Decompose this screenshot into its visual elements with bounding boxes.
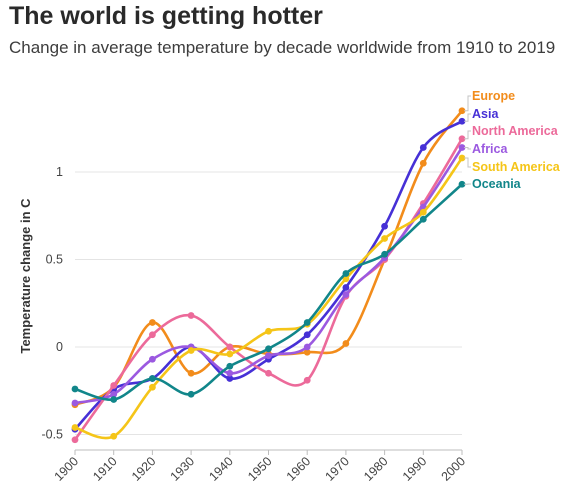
x-tick-label: 1900 (52, 454, 82, 484)
data-point (458, 107, 466, 115)
data-point (110, 432, 118, 440)
data-point (71, 424, 79, 431)
x-tick-label: 1940 (206, 454, 236, 484)
legend: Europe Asia North America Africa South Ameri… (464, 89, 561, 191)
x-tick-label: 1950 (245, 454, 275, 484)
data-point (265, 345, 272, 353)
data-point (342, 270, 350, 277)
series-line-oceania (73, 182, 464, 401)
x-tick-label: 1930 (168, 454, 198, 484)
chart-subtitle: Change in average temperature by decade … (9, 38, 556, 57)
legend-connector (464, 157, 471, 168)
data-point (187, 390, 195, 398)
data-point (149, 331, 156, 339)
data-point (342, 284, 350, 291)
data-point (419, 159, 427, 167)
data-point (342, 340, 350, 347)
x-tick-label: 1920 (129, 454, 159, 484)
data-point (381, 222, 388, 230)
x-tick-label: 1970 (322, 454, 352, 484)
data-point (71, 436, 79, 444)
legend-label-north-america: North America (472, 124, 559, 138)
series-oceania (71, 180, 466, 403)
y-tick-label: 1 (56, 165, 63, 179)
data-point (226, 362, 234, 370)
series-line-asia (73, 119, 464, 431)
x-tick-label: 1990 (400, 454, 430, 484)
series-africa (71, 144, 466, 407)
data-point (226, 343, 234, 351)
data-point (187, 312, 195, 319)
y-tick-label: -0.5 (41, 428, 63, 442)
x-tick-label: 1960 (284, 454, 314, 484)
data-point (149, 375, 156, 382)
data-point (303, 348, 311, 356)
data-point (303, 376, 311, 384)
series-south-america (71, 154, 466, 440)
data-point (149, 383, 156, 391)
y-tick-label: 0.5 (46, 253, 63, 267)
series-line-south-america (73, 156, 464, 440)
data-point (149, 355, 156, 363)
legend-label-europe: Europe (472, 89, 515, 103)
data-point (303, 331, 311, 339)
series-asia (71, 117, 466, 433)
data-point (226, 369, 234, 377)
legend-label-oceania: Oceania (472, 177, 522, 191)
data-point (71, 399, 79, 407)
data-point (458, 154, 466, 162)
data-point (458, 117, 466, 125)
data-point (226, 375, 234, 382)
data-point (110, 382, 118, 389)
data-point (458, 144, 466, 151)
y-tick-label: 0 (56, 340, 63, 354)
data-point (381, 250, 388, 258)
y-axis-label: Temperature change in C (18, 198, 33, 354)
x-tick-label: 1910 (90, 454, 120, 484)
axes: -0.5 0 0.5 1 1900 1910 1920 1930 1940 1950 1960 197… (41, 165, 468, 484)
data-point (342, 291, 350, 298)
data-point (419, 215, 427, 223)
data-point (419, 208, 427, 216)
legend-connector (464, 147, 471, 150)
legend-label-africa: Africa (472, 142, 508, 156)
data-point (342, 275, 350, 283)
legend-label-south-america: South America (472, 160, 561, 174)
legend-label-asia: Asia (472, 107, 499, 121)
data-point (187, 347, 195, 354)
x-tick-label: 2000 (439, 454, 469, 484)
data-point (419, 144, 427, 151)
data-point (71, 385, 79, 393)
chart-title: The world is getting hotter (9, 2, 323, 30)
data-point (458, 135, 466, 143)
data-point (149, 319, 156, 326)
data-point (303, 343, 311, 351)
data-point (110, 396, 118, 403)
data-point (110, 390, 118, 398)
legend-connector (464, 95, 471, 112)
legend-connector (464, 130, 471, 140)
data-point (458, 180, 466, 188)
data-point (381, 235, 388, 242)
data-point (265, 352, 272, 360)
x-tick-label: 1980 (361, 454, 391, 484)
data-point (187, 369, 195, 377)
data-point (265, 327, 272, 335)
series-lines (71, 107, 466, 444)
data-point (265, 369, 272, 377)
data-point (226, 350, 234, 358)
legend-connector (464, 113, 471, 122)
data-point (303, 319, 311, 326)
